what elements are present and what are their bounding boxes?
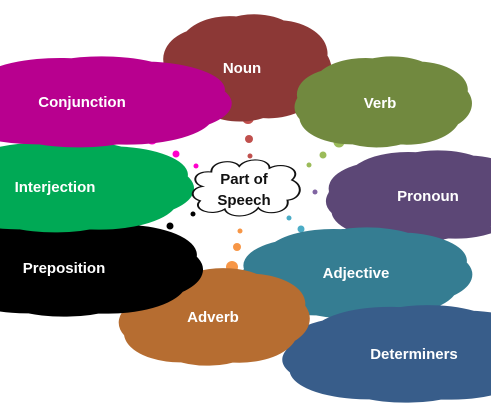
cloud-adverb: Adverb: [161, 291, 268, 343]
cloud-label-verb: Verb: [364, 95, 397, 112]
cloud-preposition: Preposition: [1, 242, 146, 294]
cloud-verb: Verb: [334, 77, 433, 126]
cloud-label-adverb: Adverb: [187, 309, 239, 326]
center-label-line2: Speech: [217, 192, 270, 209]
cloud-label-adjective: Adjective: [323, 265, 390, 282]
cloud-label-conjunction: Conjunction: [38, 94, 125, 111]
cloud-label-determiners: Determiners: [370, 346, 458, 363]
cloud-label-pronoun: Pronoun: [397, 188, 459, 205]
cloud-adjective: Adjective: [291, 248, 421, 297]
center-cloud: Part of Speech: [193, 160, 300, 216]
cloud-label-interjection: Interjection: [15, 179, 96, 196]
cloud-pronoun: Pronoun: [371, 171, 486, 220]
cloud-conjunction: Conjunction: [8, 77, 169, 126]
cloud-noun: Noun: [198, 39, 294, 97]
cloud-label-preposition: Preposition: [23, 260, 106, 277]
bubbles-adverb: [226, 228, 243, 273]
center-label-line1: Part of: [220, 171, 269, 188]
cloud-interjection: Interjection: [0, 162, 137, 211]
cloud-determiners: Determiners: [341, 328, 490, 380]
cloud-label-noun: Noun: [223, 60, 261, 77]
